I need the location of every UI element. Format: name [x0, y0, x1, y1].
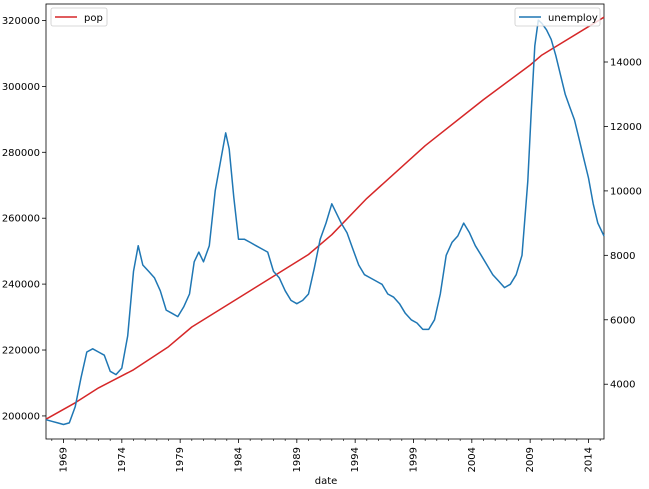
x-tick-label: 1989 — [292, 447, 303, 472]
x-tick-label: 1994 — [350, 447, 361, 472]
x-tick-label: 2014 — [583, 447, 594, 472]
y-left-tick-label: 280000 — [2, 148, 40, 159]
y-axis-right: 4000 6000 8000 10000 12000 14000 — [604, 58, 642, 391]
x-tick-label: 1999 — [408, 447, 419, 472]
plot-area-frame — [45, 3, 605, 440]
x-tick-label: 1979 — [175, 447, 186, 472]
y-left-tick-label: 220000 — [2, 346, 40, 357]
legend-pop-label: pop — [84, 13, 103, 24]
y-left-tick-label: 300000 — [2, 82, 40, 93]
x-tick-label: 1984 — [233, 447, 244, 472]
x-tick-label: 2004 — [467, 447, 478, 472]
x-tick-label: 1974 — [117, 447, 128, 472]
y-left-tick-label: 260000 — [2, 214, 40, 225]
y-right-tick-label: 4000 — [610, 380, 635, 391]
y-axis-left: 200000 220000 240000 260000 280000 300000 3200… — [2, 16, 46, 422]
x-tick-label: 2009 — [525, 447, 536, 472]
y-right-tick-label: 8000 — [610, 251, 635, 262]
legend-unemploy-label: unemploy — [548, 13, 598, 24]
y-left-tick-label: 320000 — [2, 16, 40, 27]
unemploy-series-layer — [45, 19, 605, 426]
legend-unemploy-box — [514, 7, 601, 27]
y-right-tick-label: 10000 — [610, 186, 642, 197]
y-right-tick-label: 6000 — [610, 315, 635, 326]
legend-unemploy: unemploy — [514, 7, 601, 27]
legend-pop: pop — [50, 7, 108, 27]
x-tick-label: 1969 — [58, 447, 69, 472]
y-right-tick-label: 14000 — [610, 58, 642, 69]
x-axis-label: date — [315, 476, 338, 487]
y-left-tick-label: 240000 — [2, 280, 40, 291]
x-axis: 1969 1974 1979 1984 1989 1994 1999 2004 2009 2014 — [51, 439, 601, 472]
y-left-tick-label: 200000 — [2, 411, 40, 422]
pop-series-layer — [45, 16, 605, 420]
y-right-tick-label: 12000 — [610, 122, 642, 133]
pop-line — [45, 16, 605, 420]
unemploy-line — [45, 19, 605, 426]
legend-pop-box — [50, 7, 108, 27]
